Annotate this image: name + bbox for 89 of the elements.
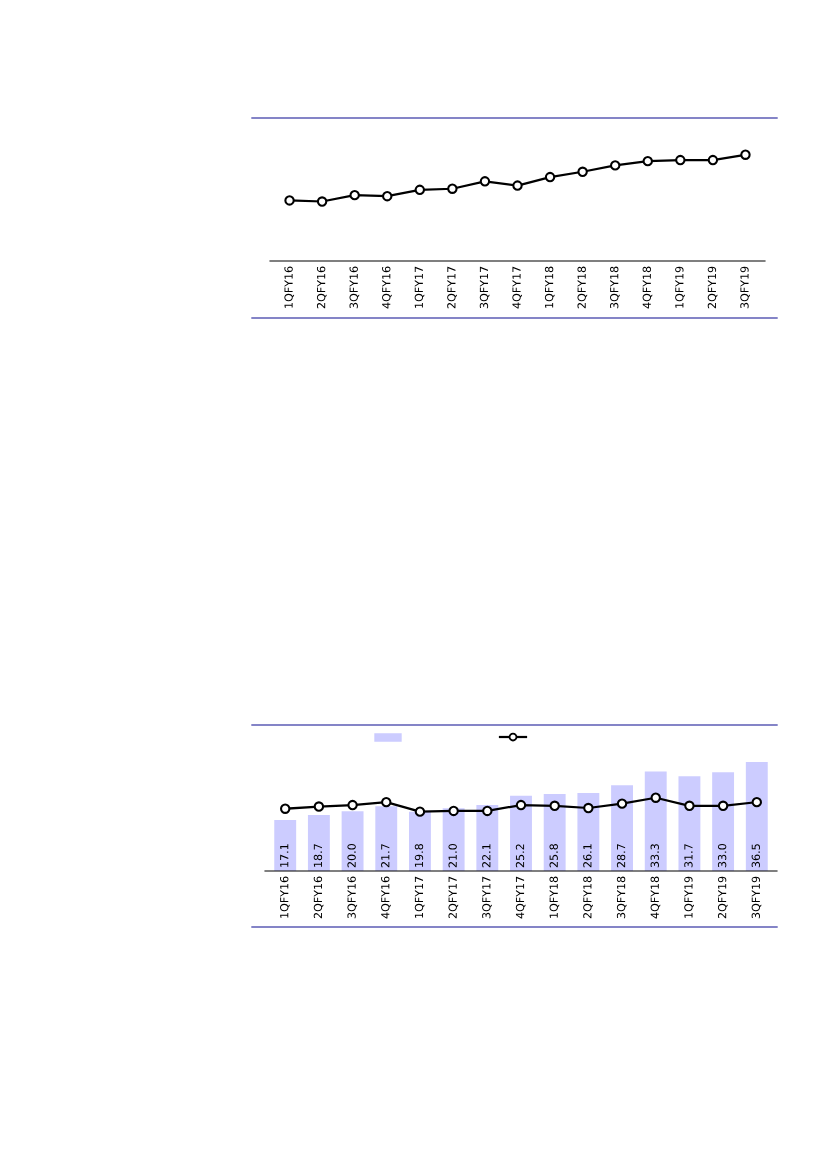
bar [375,806,398,871]
point [609,160,621,171]
point [515,799,527,811]
x-tick-label: 3QFY19 [740,266,750,309]
data-label: 25.2 [515,844,525,868]
point [382,190,393,202]
bar [644,771,667,871]
bar [712,772,735,871]
data-label: 21.7 [381,844,390,868]
x-tick-label: 2QFY17 [448,876,459,919]
bar [543,793,566,871]
point [347,799,358,811]
data-label: 22.1 [482,844,491,868]
point [482,805,493,817]
point [577,166,588,177]
point [544,171,556,183]
data-label: 19.8 [414,844,424,867]
point [448,805,459,817]
point [316,196,328,207]
x-tick-label: 3QFY17 [479,266,490,309]
bar [409,811,431,871]
data-label: 20.0 [347,844,356,868]
data-label: 28.7 [616,844,626,868]
point [650,792,661,803]
bar [307,815,330,871]
x-tick-label: 2QFY17 [447,266,457,309]
x-tick-label: 4QFY16 [381,876,391,919]
x-tick-label: 4QFY17 [515,876,526,919]
bar [476,804,499,871]
x-tick-label: 2QFY16 [313,876,324,919]
point [616,798,628,809]
x-tick-label: 4QFY16 [382,266,392,309]
x-tick-label: 2QFY19 [707,266,718,309]
point [349,189,360,201]
bar [678,776,701,871]
point [642,155,653,167]
point [313,801,325,812]
point [280,803,291,814]
x-tick-label: 2QFY16 [316,266,327,309]
x-tick-label: 1QFY19 [675,266,685,308]
x-tick-label: 1QFY17 [414,876,425,918]
point [583,802,594,814]
bar [577,792,600,871]
bar [274,819,297,871]
point [414,184,426,196]
x-tick-label: 4QFY18 [650,876,661,919]
point [707,154,719,166]
x-tick-label: 1QFY17 [414,266,425,308]
point [447,183,458,194]
point [414,806,426,817]
point [740,149,751,160]
point [284,195,295,206]
data-label: 36.5 [751,844,761,868]
bar [341,811,364,871]
x-tick-label: 1QFY16 [280,876,290,918]
data-label: 31.7 [684,844,693,868]
point [684,800,695,812]
x-tick-label: 3QFY16 [347,876,358,919]
x-tick-label: 3QFY18 [616,876,627,919]
point [717,800,729,812]
x-tick-label: 2QFY18 [583,876,593,919]
point [549,800,560,812]
data-label: 33.0 [717,844,727,868]
data-label: 21.0 [448,844,457,868]
x-tick-label: 3QFY19 [751,876,762,919]
bar [745,761,768,871]
point [751,796,762,808]
x-tick-label: 3QFY18 [610,266,620,309]
bar [510,795,532,871]
point [381,796,392,808]
x-tick-label: 2QFY19 [717,876,728,919]
x-tick-label: 3QFY17 [482,876,492,919]
x-tick-label: 1QFY18 [544,266,555,308]
x-tick-label: 1QFY16 [284,266,295,308]
bar [611,785,633,871]
point [479,176,491,187]
point [675,154,686,166]
x-tick-label: 3QFY16 [349,266,360,309]
x-tick-label: 1QFY19 [684,876,694,918]
data-label: 26.1 [583,844,592,868]
x-tick-label: 1QFY18 [549,876,560,918]
x-tick-label: 4QFY17 [512,266,522,309]
x-tick-label: 2QFY18 [577,266,588,309]
data-label: 18.7 [313,844,323,867]
point [512,180,523,191]
data-label: 17.1 [280,844,289,867]
data-label: 25.8 [549,844,558,868]
data-label: 33.3 [650,844,659,868]
x-tick-label: 4QFY18 [642,266,653,309]
